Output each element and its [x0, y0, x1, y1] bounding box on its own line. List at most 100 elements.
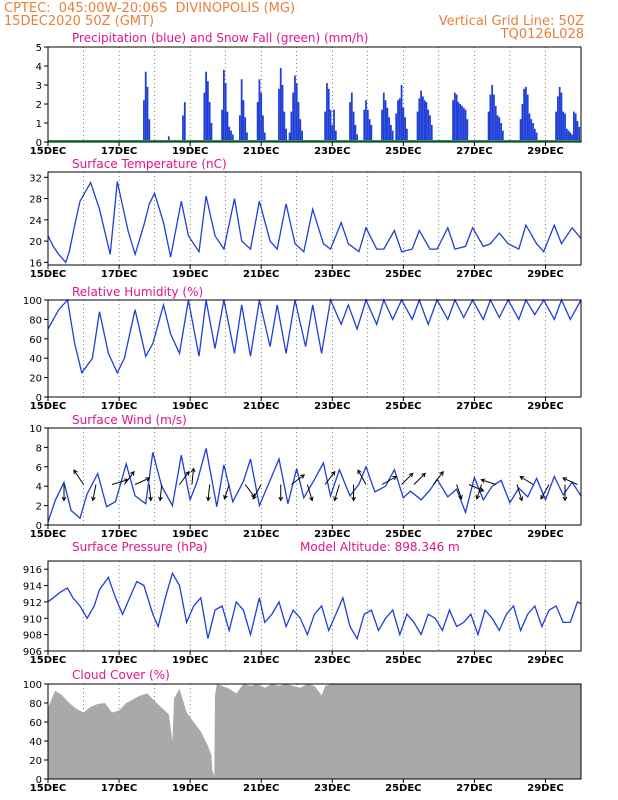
precip-bar — [356, 134, 359, 142]
precip-ytick-label: 5 — [36, 43, 42, 54]
precip-bar — [246, 132, 248, 142]
wind-vector-arrow — [381, 476, 397, 485]
pressure-xtick-label: 23DEC — [314, 655, 350, 666]
wind-vector-arrow — [252, 484, 262, 500]
precip-bar — [405, 128, 408, 142]
precip-bar — [279, 67, 282, 142]
wind-frame — [47, 427, 582, 526]
precip-bar — [528, 113, 531, 142]
pressure-annotation: Model Altitude: 898.346 m — [300, 540, 460, 554]
temp-xtick-label: 29DEC — [527, 269, 563, 280]
precip-bar — [562, 111, 565, 142]
humidity-xtick-label: 27DEC — [456, 401, 492, 412]
cloud-xtick-label: 17DEC — [101, 783, 137, 794]
precip-bar — [329, 109, 332, 142]
wind-xtick-label: 25DEC — [385, 529, 421, 540]
wind-vector-head — [252, 494, 257, 500]
wind-vector-arrow — [92, 484, 97, 501]
precip-bar — [404, 117, 406, 142]
wind-vector-head — [458, 494, 463, 500]
precip-bar — [350, 92, 353, 142]
precip-bar — [493, 94, 495, 142]
precip-bar — [402, 107, 405, 142]
pressure-xtick-label: 15DEC — [30, 655, 66, 666]
precip-bar — [281, 85, 284, 142]
header-date: 15DEC2020 50Z (GMT) — [4, 14, 155, 29]
temp-ytick-label: 24 — [29, 216, 42, 227]
precip-bar — [231, 134, 234, 142]
cloud-ytick-label: 20 — [29, 756, 42, 767]
humidity-ytick-label: 60 — [29, 335, 42, 346]
precip-ytick-label: 4 — [36, 62, 42, 73]
wind-vector-arrow — [516, 484, 523, 501]
precip-bar — [558, 86, 561, 142]
precip-bar — [262, 115, 264, 142]
wind-vector-arrow — [134, 477, 150, 485]
humidity-ytick-label: 20 — [29, 374, 42, 385]
precip-bar — [146, 86, 149, 142]
precip-bar — [453, 92, 456, 142]
wind-vector-head — [351, 496, 356, 502]
wind-xtick-label: 27DEC — [456, 529, 492, 540]
precip-bar — [299, 119, 302, 142]
precip-bar — [567, 130, 570, 142]
precip-bar — [363, 109, 366, 142]
precip-bar — [489, 94, 492, 142]
precip-bar — [297, 102, 300, 142]
header-grid-line: Vertical Grid Line: 50Z — [438, 14, 584, 29]
wind-ytick-label: 6 — [36, 463, 42, 474]
wind-ytick-label: 0 — [36, 521, 42, 532]
precip-bar — [430, 124, 433, 142]
pressure-title: Surface Pressure (hPa) — [72, 540, 208, 554]
wind-vector-arrow — [401, 472, 414, 485]
precip-bar — [144, 71, 147, 142]
cloud-ytick-label: 100 — [23, 680, 42, 691]
precip-bar — [521, 104, 524, 142]
wind-vector-head — [278, 496, 284, 502]
wind-vector-arrow — [357, 469, 367, 485]
precip-bar — [571, 134, 574, 142]
precip-xtick-label: 21DEC — [243, 146, 279, 157]
wind-vector-head — [421, 472, 426, 478]
precip-bar — [573, 111, 575, 142]
precip-bar — [182, 115, 184, 142]
cloud-ytick-label: 40 — [29, 737, 42, 748]
precip-bar — [429, 115, 431, 142]
wind-vector-head — [158, 496, 163, 502]
humidity-ytick-label: 40 — [29, 354, 42, 365]
precip-ytick-label: 1 — [36, 119, 42, 130]
cloud-xtick-label: 15DEC — [30, 783, 66, 794]
humidity-xtick-label: 17DEC — [101, 401, 137, 412]
precip-bar — [418, 98, 421, 142]
humidity-xtick-label: 15DEC — [30, 401, 66, 412]
wind-vector-head — [91, 496, 96, 502]
precip-bar — [526, 94, 529, 142]
wind-vector-arrow — [223, 484, 230, 500]
wind-vector-arrow — [519, 476, 534, 485]
precip-bar — [498, 117, 501, 142]
wind-vector-head — [330, 470, 336, 476]
precip-bar — [576, 121, 579, 142]
precip-xtick-label: 23DEC — [314, 146, 350, 157]
precip-bar — [167, 136, 170, 142]
precip-bar — [143, 100, 145, 142]
wind-vector-arrow — [73, 469, 84, 485]
wind-vector-head — [333, 496, 338, 502]
precip-bar — [464, 109, 467, 142]
pressure-ytick-label: 910 — [23, 614, 42, 625]
wind-ytick-label: 2 — [36, 502, 42, 513]
precip-bar — [331, 124, 334, 142]
precip-bar — [519, 119, 522, 142]
precip-bar — [260, 92, 263, 142]
precip-bar — [288, 132, 291, 142]
temp-ytick-label: 16 — [29, 258, 42, 269]
humidity-title: Relative Humidity (%) — [72, 285, 203, 299]
pressure-ytick-label: 906 — [23, 647, 42, 658]
humidity-xtick-label: 19DEC — [172, 401, 208, 412]
precip-bar — [223, 69, 225, 142]
wind-vector-head — [408, 472, 414, 478]
wind-vector-head — [475, 494, 480, 500]
wind-vector-arrow — [476, 484, 482, 500]
temp-xtick-label: 27DEC — [456, 269, 492, 280]
wind-line — [47, 448, 582, 523]
